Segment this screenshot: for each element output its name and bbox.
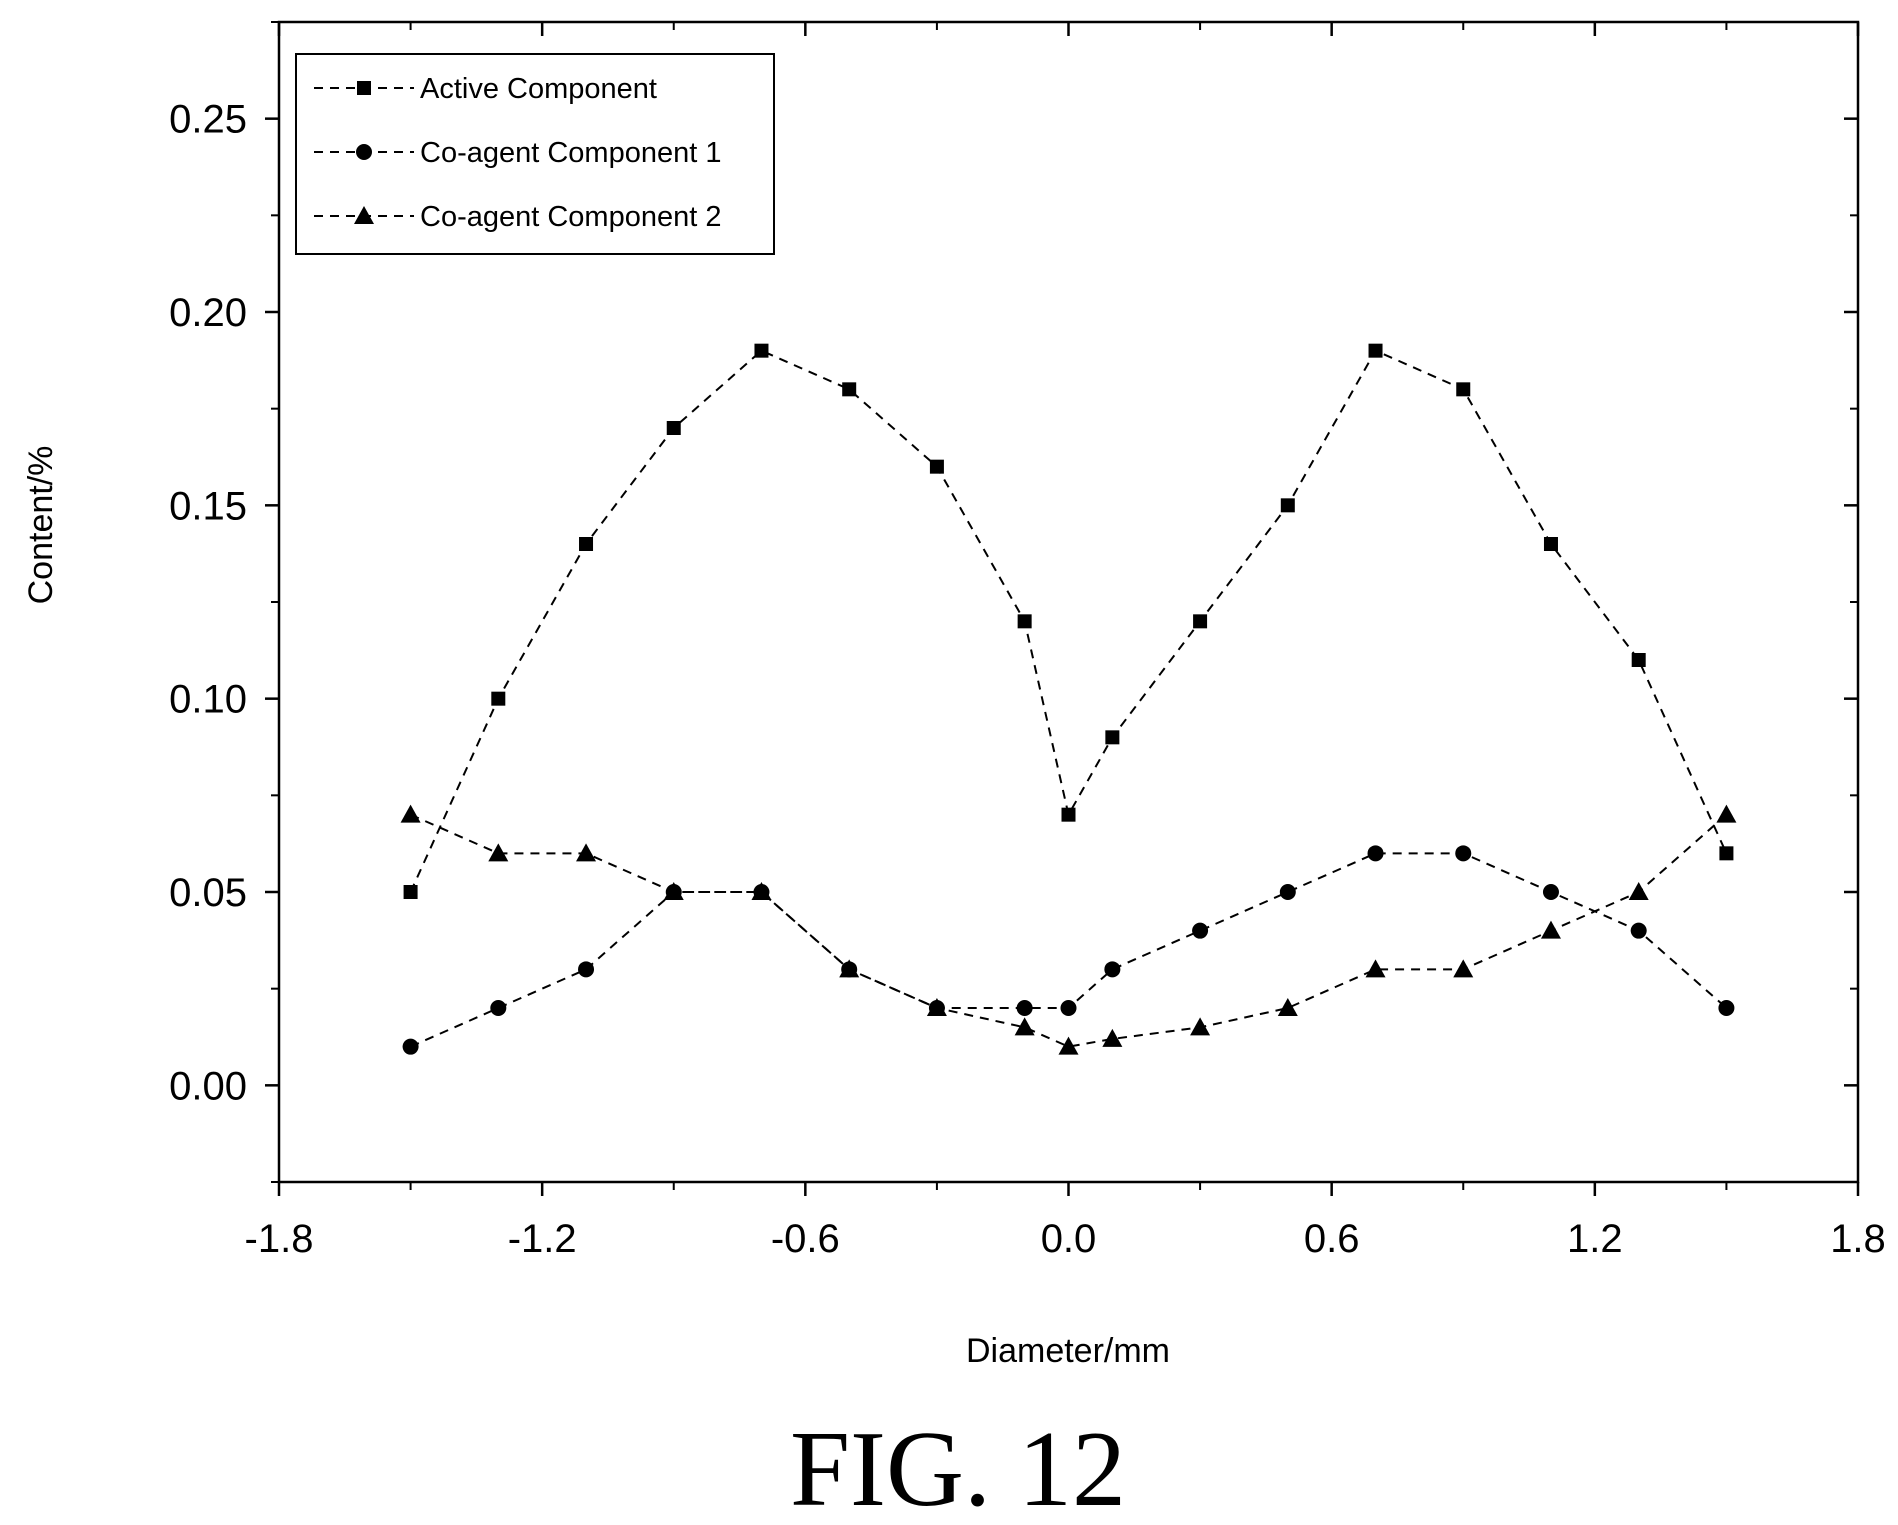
data-point: [1718, 1000, 1735, 1016]
data-point: [1277, 998, 1298, 1016]
data-point: [1716, 804, 1737, 823]
data-point: [1192, 922, 1209, 939]
data-point: [400, 804, 421, 823]
data-point: [842, 382, 857, 397]
series-line: [410, 813, 1728, 1048]
data-point: [1630, 922, 1647, 939]
data-point: [1456, 382, 1471, 397]
y-axis-title: Content/%: [22, 446, 60, 605]
data-point: [488, 843, 509, 862]
legend-item: Active Component: [314, 73, 657, 105]
y-tick-label: 0.10: [169, 678, 247, 722]
data-point: [1102, 1028, 1123, 1047]
x-tick-label: 0.0: [1041, 1217, 1097, 1261]
legend-box: [295, 53, 775, 255]
legend-label: Co-agent Component 2: [420, 201, 721, 233]
data-point: [1014, 1017, 1035, 1036]
data-point: [751, 882, 772, 900]
plot-area: -1.8 -1.2 -0.6 0.0 0.6 1.2 1.8 0.00 0.05 0.10 0.15…: [169, 20, 1886, 1261]
legend: Active Component Co-agent Component 1 Co-a…: [295, 53, 775, 255]
legend-marker: [356, 144, 372, 160]
data-point: [1365, 959, 1386, 978]
data-point: [1190, 1017, 1211, 1036]
data-point: [578, 961, 595, 978]
data-point: [1540, 920, 1561, 939]
y-tick-label: 0.05: [169, 871, 247, 915]
data-point: [839, 959, 860, 978]
data-point: [491, 691, 506, 706]
data-point: [929, 459, 944, 474]
data-point: [579, 537, 594, 551]
x-tick-label: 0.6: [1304, 1217, 1360, 1261]
data-point: [1060, 1000, 1077, 1016]
x-axis-title: Diameter/mm: [966, 1332, 1170, 1370]
data-point: [1368, 343, 1383, 358]
legend-marker: [357, 81, 371, 95]
legend-label: Co-agent Component 1: [420, 137, 721, 169]
data-point: [1453, 959, 1474, 978]
series-line: [409, 349, 1728, 893]
series-line: [410, 852, 1728, 1048]
series-2: [402, 845, 1735, 1055]
legend-marker: [354, 206, 374, 224]
data-point: [926, 998, 947, 1016]
data-point: [1542, 884, 1559, 900]
legend-item: Co-agent Component 2: [314, 201, 721, 233]
y-tick-label: 0.00: [169, 1064, 247, 1108]
data-point: [1105, 730, 1120, 745]
data-point: [1628, 882, 1649, 900]
data-point: [754, 343, 769, 358]
data-point: [1280, 498, 1295, 513]
data-point: [1104, 961, 1121, 978]
data-point: [1016, 1000, 1033, 1016]
x-tick-label: -0.6: [771, 1217, 840, 1261]
data-point: [402, 1038, 419, 1055]
data-point: [1058, 1036, 1079, 1055]
x-tick-label: -1.8: [245, 1217, 314, 1261]
data-point: [1719, 846, 1734, 861]
x-tick-label: 1.8: [1830, 1217, 1886, 1261]
data-point: [1279, 884, 1296, 900]
series-1: [403, 343, 1734, 899]
data-point: [576, 843, 597, 862]
y-tick-label: 0.15: [169, 484, 247, 528]
y-tick-label: 0.20: [169, 291, 247, 335]
y-tick-label: 0.25: [169, 98, 247, 142]
data-point: [1061, 807, 1076, 822]
data-point: [403, 885, 418, 899]
data-point: [666, 421, 681, 435]
data-point: [1455, 845, 1472, 862]
figure-caption: FIG. 12: [790, 1410, 1126, 1525]
legend-item: Co-agent Component 1: [314, 137, 721, 169]
data-point: [1631, 653, 1646, 667]
data-point: [1367, 845, 1384, 862]
data-point: [1193, 614, 1208, 629]
data-point: [1017, 614, 1032, 629]
x-tick-label: 1.2: [1567, 1217, 1623, 1261]
legend-label: Active Component: [420, 73, 657, 105]
x-tick-label: -1.2: [508, 1217, 577, 1261]
series-3: [400, 804, 1737, 1055]
data-point: [663, 882, 684, 900]
data-point: [1543, 537, 1558, 551]
data-point: [490, 1000, 507, 1016]
